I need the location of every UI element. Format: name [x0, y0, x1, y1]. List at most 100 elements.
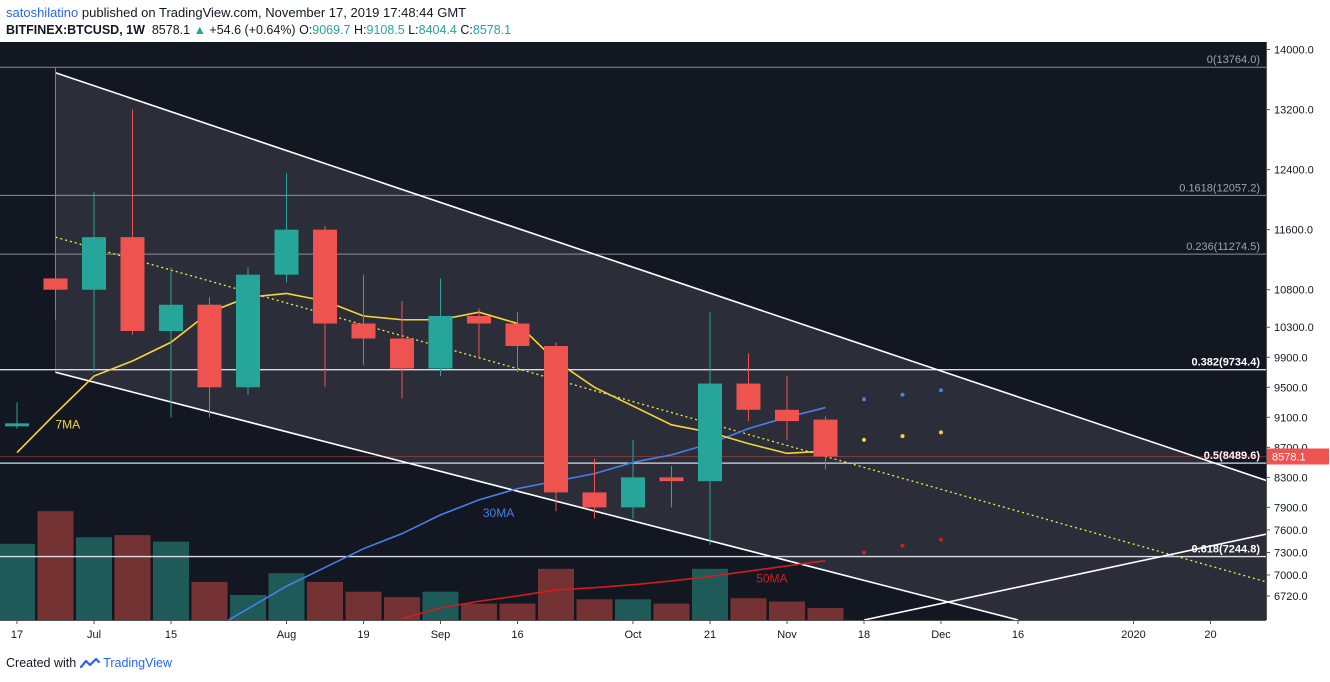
candle-body [621, 477, 645, 508]
time-tick-label: Jul [87, 629, 101, 641]
candle-body [120, 237, 145, 331]
fib-level-label: 0.382(9734.4) [1192, 357, 1261, 369]
candle-body [313, 229, 337, 324]
ma50-line-forecast-dot [900, 543, 905, 548]
open-label: O: [299, 23, 313, 37]
channel-lower-line [55, 371, 1019, 620]
price-tick-label: 10800.0 [1274, 285, 1314, 297]
last-price-tag [1267, 448, 1329, 465]
candle-body [197, 304, 222, 388]
candle-body [43, 278, 68, 290]
fib-level-label: 0.1618(12057.2) [1179, 182, 1260, 194]
high-label: H: [354, 23, 367, 37]
candle-body [582, 492, 607, 508]
candle-body [274, 229, 299, 275]
open-value: 9069.7 [312, 23, 351, 37]
volume-bar [769, 601, 805, 620]
price-tick-label: 13200.0 [1274, 105, 1314, 117]
high-value: 9108.5 [366, 23, 405, 37]
volume-bar [37, 511, 74, 620]
fib-level-label: 0.618(7244.8) [1192, 544, 1261, 556]
volume-bar [538, 568, 574, 620]
low-value: 8404.4 [418, 23, 457, 37]
fib-level-label: 0(13764.0) [1207, 54, 1260, 66]
volume-bar [499, 603, 536, 620]
time-tick-label: Nov [777, 629, 797, 641]
symbol-legend: BITFINEX:BTCUSD, 1W 8578.1 ▲ +54.6 (+0.6… [6, 23, 511, 37]
time-tick-label: 20 [1204, 629, 1216, 641]
fib-level-label: 0.236(11274.5) [1186, 241, 1260, 253]
ma50-line-forecast-dot [862, 550, 866, 555]
volume-bar [153, 541, 189, 620]
volume-bar [807, 608, 844, 620]
price-tick-label: 8300.0 [1274, 472, 1308, 484]
time-tick-label: 19 [357, 629, 369, 641]
last-price-tag-label: 8578.1 [1272, 452, 1306, 464]
volume-bar [345, 591, 382, 620]
candle-body [390, 338, 414, 369]
ma30-line-forecast-dot [900, 392, 905, 397]
volume-bar [461, 603, 497, 620]
price-tick-label: 9500.0 [1274, 382, 1308, 394]
candle-body [736, 383, 761, 410]
time-tick-label: 16 [1012, 629, 1024, 641]
footer: Created with TradingView [6, 656, 172, 670]
price-tick-label: 12400.0 [1274, 165, 1314, 177]
volume-bar [384, 597, 420, 620]
price-chart[interactable]: 0(13764.0) 0.1618(12057.2) 0.236(11274.5) 0… [0, 42, 1330, 652]
candle-body [505, 323, 530, 347]
volume-bar [191, 581, 228, 620]
time-tick-label: Oct [624, 629, 641, 641]
price-tick-label: 7300.0 [1274, 547, 1308, 559]
author-link[interactable]: satoshilatino [6, 5, 79, 20]
candle-body [351, 323, 376, 339]
support-trendline [863, 533, 1266, 620]
candle-body [5, 423, 29, 427]
ma7-line-forecast-dot [939, 430, 943, 435]
plot-area: 0(13764.0) 0.1618(12057.2) 0.236(11274.5) 0… [0, 54, 1266, 620]
time-axis [0, 620, 1330, 652]
candle-body [82, 237, 106, 290]
ma30-line-forecast-dot [939, 388, 943, 393]
published-text: published on TradingView.com, November 1… [81, 5, 467, 20]
time-tick-label: Sep [431, 629, 451, 641]
price-tick-label: 7900.0 [1274, 502, 1308, 514]
candle-body [698, 383, 722, 482]
time-tick-label: 18 [858, 629, 870, 641]
candle-body [775, 409, 799, 422]
price-tick-label: 10300.0 [1274, 322, 1314, 334]
symbol-name: BITFINEX:BTCUSD, 1W [6, 23, 145, 37]
channel-fill [55, 72, 1266, 620]
ma7-line-forecast-dot [900, 434, 905, 439]
low-label: L: [408, 23, 419, 37]
price-tick-label: 6720.0 [1274, 591, 1308, 603]
publish-info: satoshilatino published on TradingView.c… [6, 5, 466, 20]
volume-bar [576, 599, 613, 620]
ma7-line-forecast-dot [862, 437, 866, 442]
ma30-label: 30MA [483, 506, 514, 520]
price-tick-label: 7600.0 [1274, 525, 1308, 537]
price-change: +54.6 (+0.64%) [209, 23, 296, 37]
time-tick-label: 16 [511, 629, 523, 641]
ma7-line [16, 292, 826, 455]
volume-bar [615, 599, 651, 620]
created-with-text: Created with [6, 656, 77, 670]
volume-bar [653, 603, 690, 620]
price-tick-label: 9900.0 [1274, 352, 1308, 364]
tradingview-brand[interactable]: TradingView [80, 656, 172, 670]
close-label: C: [460, 23, 473, 37]
candle-body [236, 274, 260, 388]
price-tick-label: 11600.0 [1274, 225, 1313, 237]
ma7-label: 7MA [56, 418, 81, 432]
ma50-line [401, 559, 826, 620]
time-tick-label: 2020 [1121, 629, 1145, 641]
volume-bar [76, 537, 112, 620]
price-tick-label: 14000.0 [1274, 45, 1314, 57]
ma30-line [228, 406, 826, 620]
volume-bar [307, 581, 343, 620]
ma30-line-forecast-dot [862, 397, 866, 402]
time-tick-label: 15 [165, 629, 177, 641]
ma50-line-forecast-dot [939, 537, 943, 542]
channel-upper-line [55, 72, 1266, 482]
time-tick-label: 21 [704, 629, 716, 641]
